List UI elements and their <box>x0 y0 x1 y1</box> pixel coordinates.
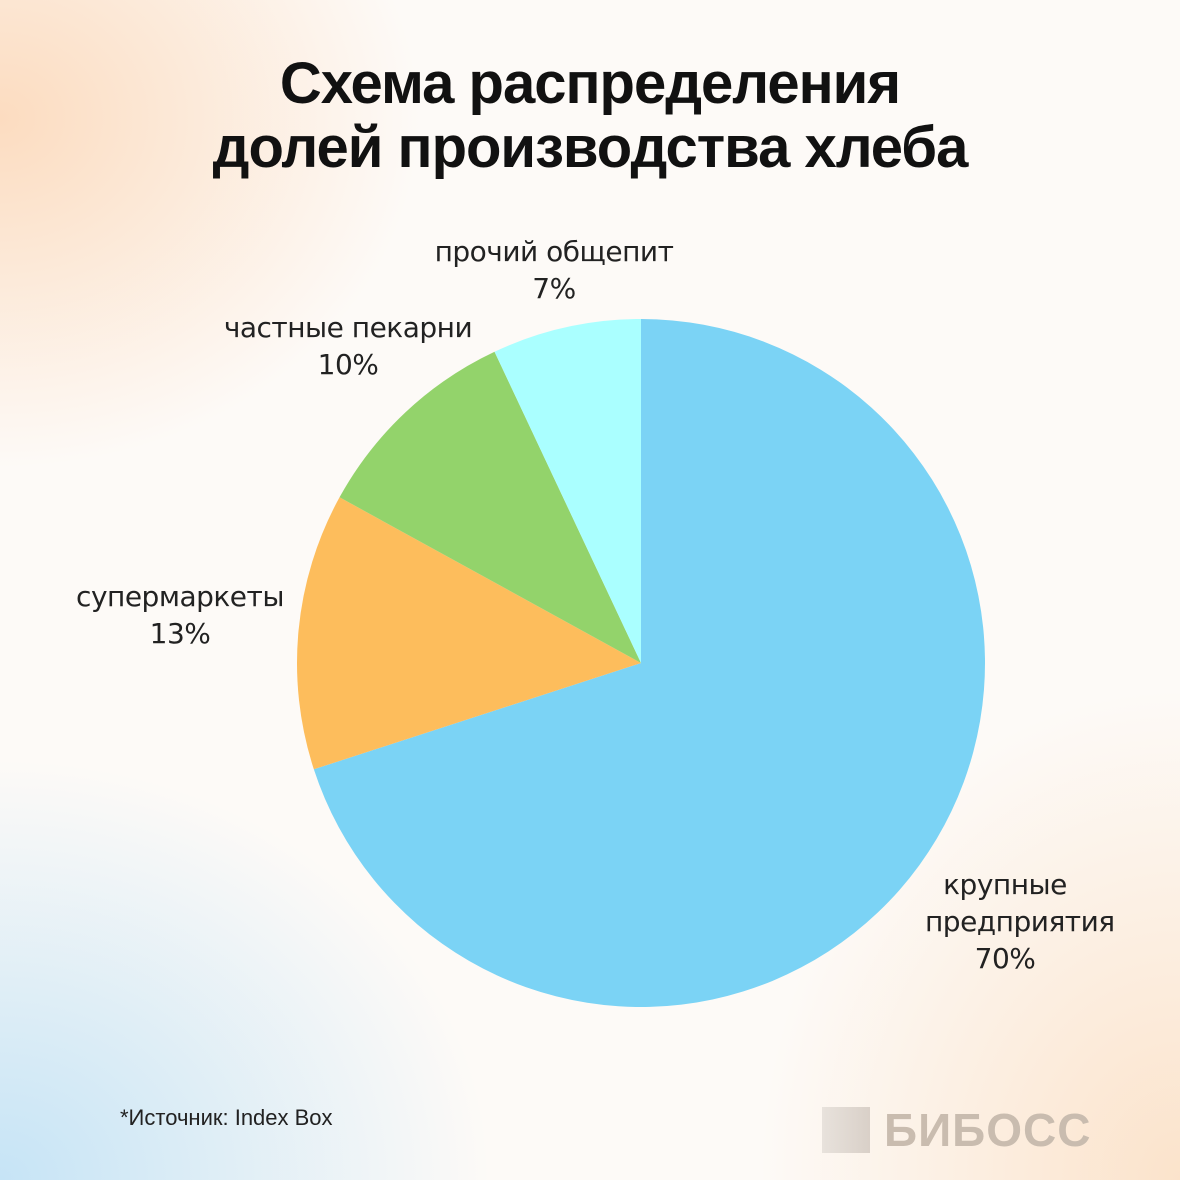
title-line-1: Схема распределения <box>279 51 901 116</box>
logo-square-icon <box>822 1107 870 1153</box>
pie-slice-3 <box>494 319 641 663</box>
chart-title: Схема распределения долей производства х… <box>0 52 1180 180</box>
slice-value: 13% <box>149 617 211 650</box>
label-large-enterprises: крупные предприятия 70% <box>880 866 1130 977</box>
title-line-2: долей производства хлеба <box>212 115 969 180</box>
pie-slice-2 <box>339 351 641 663</box>
pie-slice-1 <box>297 497 641 770</box>
slice-label: крупные предприятия <box>925 868 1115 938</box>
slice-value: 70% <box>974 942 1036 975</box>
label-other-catering: прочий общепит 7% <box>404 233 704 307</box>
slice-label: частные пекарни <box>223 311 473 344</box>
logo-text: БИБОСС <box>884 1104 1092 1156</box>
logo: БИБОСС <box>822 1103 1091 1157</box>
slice-value: 10% <box>317 348 379 381</box>
label-supermarkets: супермаркеты 13% <box>55 578 305 652</box>
slice-label: супермаркеты <box>76 580 284 613</box>
slice-label: прочий общепит <box>434 235 674 268</box>
label-private-bakeries: частные пекарни 10% <box>198 309 498 383</box>
source-note: *Источник: Index Box <box>120 1105 333 1130</box>
pie-slice-0 <box>313 319 986 1007</box>
slice-value: 7% <box>532 272 576 305</box>
